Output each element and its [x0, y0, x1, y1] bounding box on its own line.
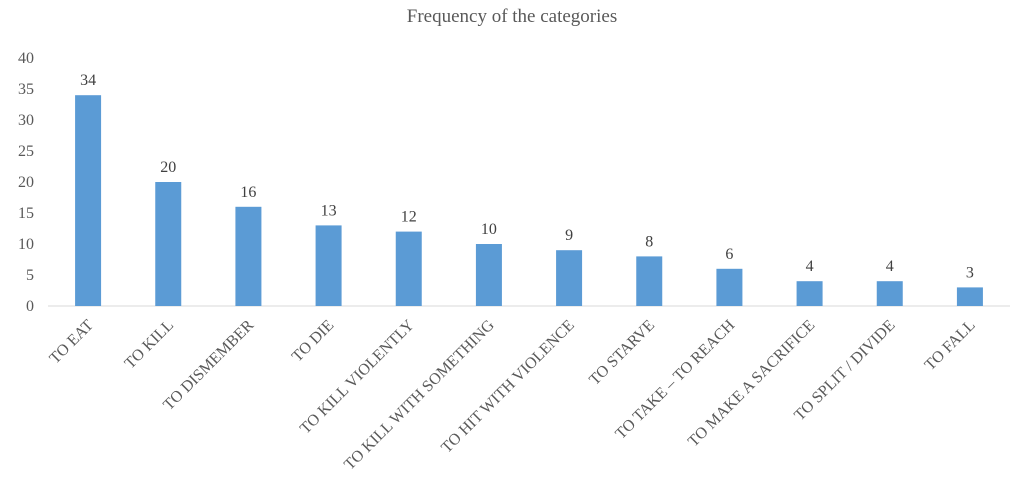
data-label: 34	[80, 72, 96, 89]
data-label: 12	[401, 209, 417, 226]
bar	[315, 225, 342, 306]
bar	[636, 256, 663, 306]
y-tick-label: 15	[18, 205, 34, 222]
y-tick-label: 25	[18, 143, 34, 160]
y-tick-label: 35	[18, 81, 34, 98]
data-label: 4	[886, 258, 894, 275]
bar	[556, 250, 583, 306]
chart-title: Frequency of the categories	[406, 6, 618, 27]
bar	[155, 182, 182, 306]
data-label: 6	[725, 246, 733, 263]
y-tick-label: 30	[18, 112, 34, 129]
x-tick-label: TO KILL	[122, 317, 177, 372]
x-tick-label: TO STARVE	[586, 317, 658, 389]
y-tick-label: 0	[26, 298, 34, 315]
bar	[876, 281, 903, 306]
data-label: 16	[240, 184, 256, 201]
x-tick-label: TO HIT WITH VIOLENCE	[438, 317, 578, 457]
data-label: 4	[806, 258, 814, 275]
y-tick-label: 40	[18, 50, 34, 67]
x-tick-label: TO EAT	[46, 317, 97, 368]
bar	[395, 231, 422, 306]
data-label: 8	[645, 233, 653, 250]
x-tick-label: TO DIE	[289, 317, 338, 366]
bar	[716, 268, 743, 306]
x-tick-label: TO DISMEMBER	[160, 317, 257, 414]
bar	[956, 287, 983, 306]
y-tick-label: 10	[18, 236, 34, 253]
data-label: 9	[565, 227, 573, 244]
y-tick-label: 5	[26, 267, 34, 284]
data-label: 3	[966, 264, 974, 281]
bar	[796, 281, 823, 306]
y-tick-label: 20	[18, 174, 34, 191]
bar	[75, 95, 102, 306]
data-label: 20	[160, 159, 176, 176]
x-tick-label: TO KILL WITH SOMETHING	[341, 316, 498, 473]
x-tick-label: TO FALL	[922, 317, 979, 374]
data-label: 10	[481, 221, 497, 238]
bar	[235, 206, 262, 306]
data-label: 13	[321, 202, 337, 219]
bar	[475, 244, 502, 306]
